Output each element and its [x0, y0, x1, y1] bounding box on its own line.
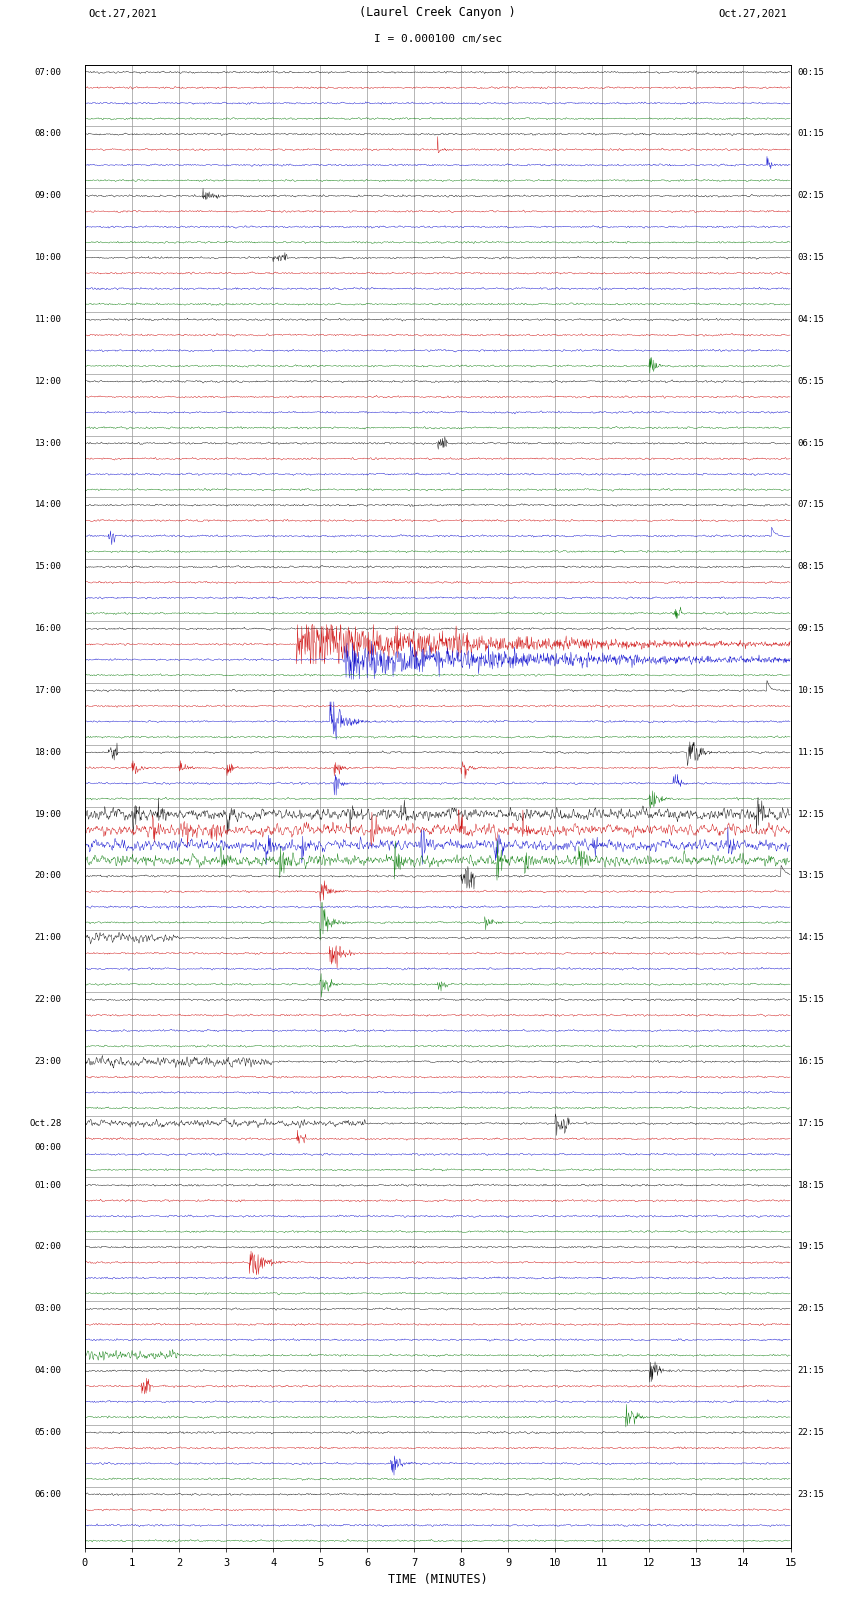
Text: Oct.27,2021: Oct.27,2021 — [88, 8, 157, 18]
Text: 02:15: 02:15 — [797, 192, 824, 200]
Text: 23:00: 23:00 — [35, 1057, 61, 1066]
X-axis label: TIME (MINUTES): TIME (MINUTES) — [388, 1573, 488, 1586]
Text: 22:00: 22:00 — [35, 995, 61, 1003]
Text: 16:15: 16:15 — [797, 1057, 824, 1066]
Text: 01:00: 01:00 — [35, 1181, 61, 1189]
Text: 23:15: 23:15 — [797, 1490, 824, 1498]
Text: 10:00: 10:00 — [35, 253, 61, 261]
Text: 11:15: 11:15 — [797, 748, 824, 756]
Text: 19:15: 19:15 — [797, 1242, 824, 1252]
Text: 00:00: 00:00 — [35, 1144, 61, 1152]
Text: 08:15: 08:15 — [797, 563, 824, 571]
Text: 16:00: 16:00 — [35, 624, 61, 632]
Text: (Laurel Creek Canyon ): (Laurel Creek Canyon ) — [360, 5, 516, 18]
Text: 15:15: 15:15 — [797, 995, 824, 1003]
Text: 17:15: 17:15 — [797, 1119, 824, 1127]
Text: 02:00: 02:00 — [35, 1242, 61, 1252]
Text: 21:00: 21:00 — [35, 934, 61, 942]
Text: 10:15: 10:15 — [797, 686, 824, 695]
Text: 09:00: 09:00 — [35, 192, 61, 200]
Text: 13:15: 13:15 — [797, 871, 824, 881]
Text: 19:00: 19:00 — [35, 810, 61, 818]
Text: 06:15: 06:15 — [797, 439, 824, 447]
Text: 08:00: 08:00 — [35, 129, 61, 139]
Text: 20:00: 20:00 — [35, 871, 61, 881]
Text: 00:15: 00:15 — [797, 68, 824, 76]
Text: 09:15: 09:15 — [797, 624, 824, 632]
Text: 20:15: 20:15 — [797, 1305, 824, 1313]
Text: 04:00: 04:00 — [35, 1366, 61, 1374]
Text: 06:00: 06:00 — [35, 1490, 61, 1498]
Text: 22:15: 22:15 — [797, 1428, 824, 1437]
Text: 17:00: 17:00 — [35, 686, 61, 695]
Text: 05:15: 05:15 — [797, 377, 824, 386]
Text: 05:00: 05:00 — [35, 1428, 61, 1437]
Text: 18:00: 18:00 — [35, 748, 61, 756]
Text: 14:00: 14:00 — [35, 500, 61, 510]
Text: 04:15: 04:15 — [797, 315, 824, 324]
Text: 01:15: 01:15 — [797, 129, 824, 139]
Text: 03:15: 03:15 — [797, 253, 824, 261]
Text: 21:15: 21:15 — [797, 1366, 824, 1374]
Text: 07:00: 07:00 — [35, 68, 61, 76]
Text: 12:00: 12:00 — [35, 377, 61, 386]
Text: 03:00: 03:00 — [35, 1305, 61, 1313]
Text: Oct.27,2021: Oct.27,2021 — [718, 8, 787, 18]
Text: I = 0.000100 cm/sec: I = 0.000100 cm/sec — [374, 34, 502, 44]
Text: 07:15: 07:15 — [797, 500, 824, 510]
Text: 14:15: 14:15 — [797, 934, 824, 942]
Text: 13:00: 13:00 — [35, 439, 61, 447]
Text: 12:15: 12:15 — [797, 810, 824, 818]
Text: 11:00: 11:00 — [35, 315, 61, 324]
Text: Oct.28: Oct.28 — [29, 1119, 61, 1127]
Text: 18:15: 18:15 — [797, 1181, 824, 1189]
Text: 15:00: 15:00 — [35, 563, 61, 571]
